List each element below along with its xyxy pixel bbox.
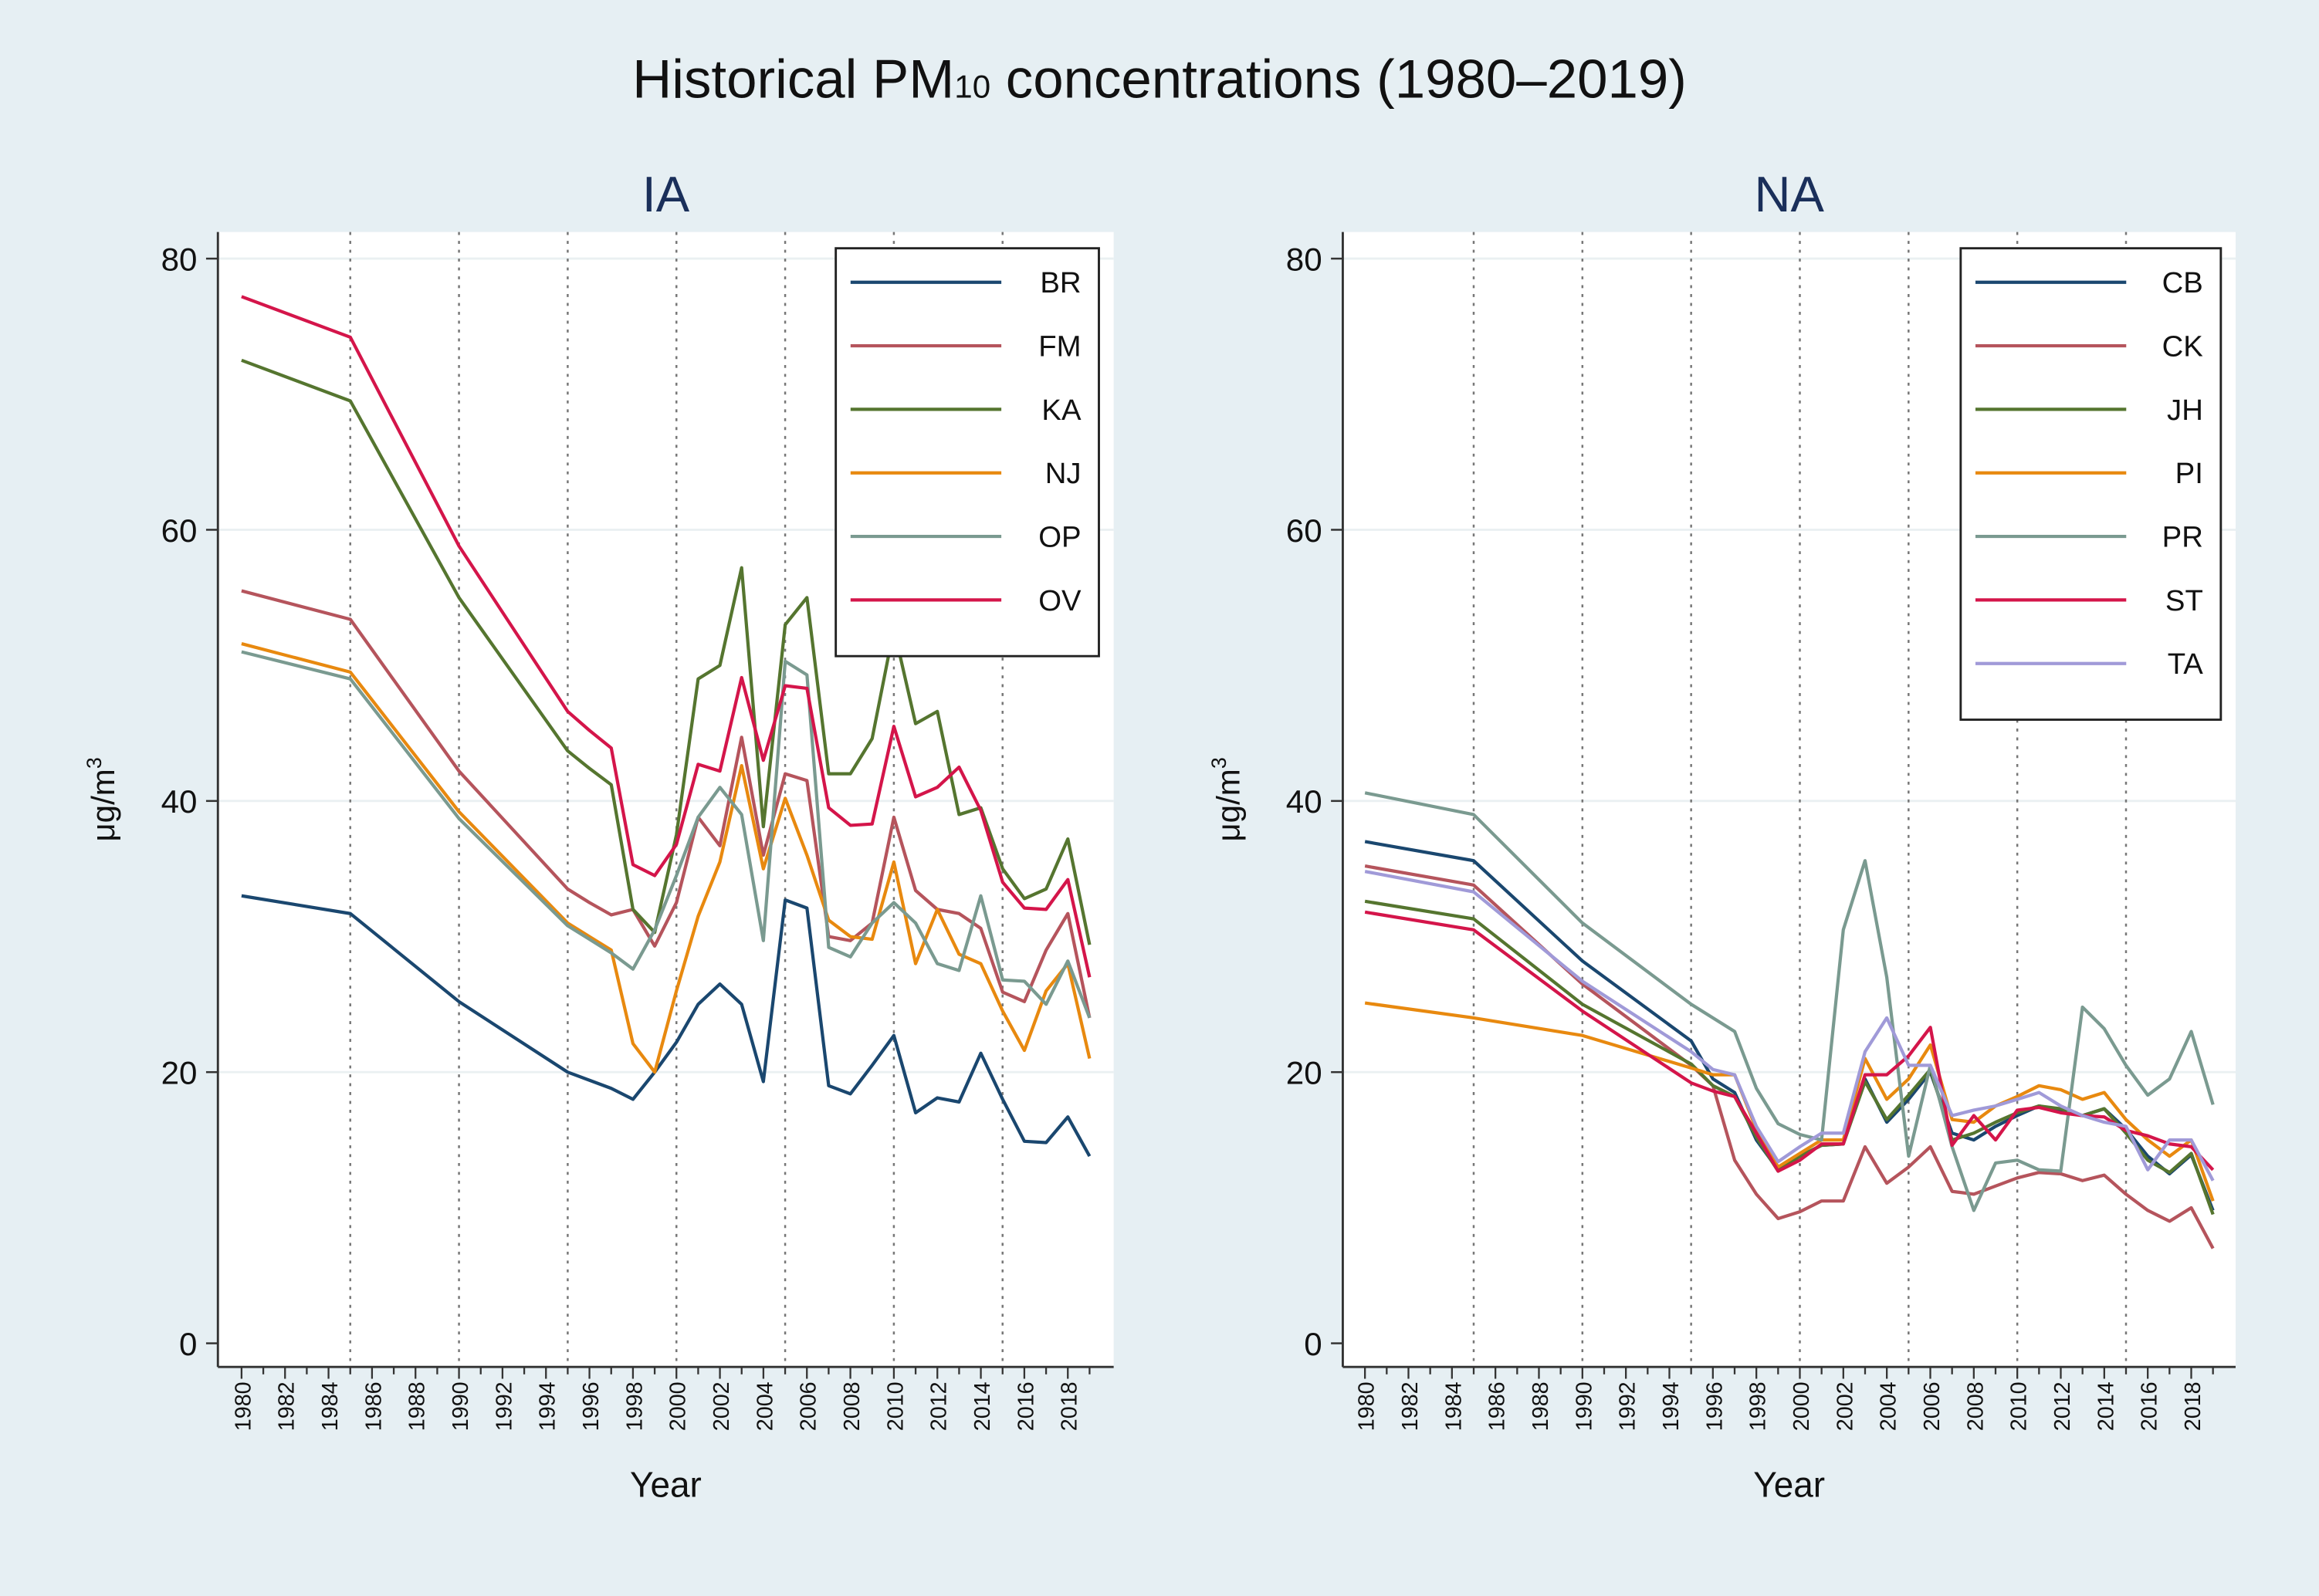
x-tick-label: 1996 [579,1381,604,1431]
legend: BR FM KA NJ OP OV [835,247,1100,658]
x-tick-label: 2004 [753,1381,777,1431]
x-tick-label: 1988 [1529,1381,1553,1431]
x-tick-label: 2012 [2050,1381,2075,1431]
x-axis-title: Year [630,1465,702,1505]
panel-title: NA [1754,166,1824,222]
y-axis-title: μg/m3 [1207,757,1246,841]
y-axis-title-unit: μg/m [85,769,121,841]
y-tick-label: 40 [1286,783,1322,820]
x-tick-label: 2016 [1014,1381,1038,1431]
y-axis-title: μg/m3 [83,757,121,841]
x-tick-label: 1992 [492,1381,516,1431]
legend-label-nj: NJ [1045,457,1082,490]
legend-label-ck: CK [2162,330,2204,363]
y-tick-label: 60 [1286,512,1322,549]
legend-label-ka: KA [1041,394,1082,427]
x-tick-label: 2010 [883,1381,908,1431]
series-line-br [241,894,1092,1158]
x-tick-label: 2006 [797,1381,821,1431]
x-tick-label: 2008 [1963,1381,1988,1431]
series-line-pr [1364,791,2215,1212]
x-tick-label: 1984 [318,1381,343,1431]
x-tick-label: 2014 [2094,1381,2118,1431]
series-line-pi [1364,1001,2215,1202]
x-tick-label: 1986 [361,1381,386,1431]
legend-label-jh: JH [2167,394,2203,427]
x-tick-label: 2016 [2138,1381,2162,1431]
series-line-nj [241,642,1092,1074]
x-axis-title: Year [1753,1465,1825,1505]
y-tick-label: 80 [1286,241,1322,277]
x-tick-label: 2000 [1789,1381,1814,1431]
x-tick-label: 2000 [666,1381,691,1431]
series-line-jh [1364,899,2215,1216]
y-tick-label: 60 [161,512,198,549]
legend-box [835,247,1100,658]
x-tick-label: 2008 [840,1381,865,1431]
x-tick-label: 1998 [1746,1381,1771,1431]
y-tick-label: 20 [1286,1055,1322,1091]
x-tick-label: 1984 [1441,1381,1466,1431]
panel-title: IA [642,166,690,222]
legend-label-st: ST [2165,584,2203,617]
legend-label-cb: CB [2162,266,2203,299]
y-tick-label: 0 [179,1326,197,1362]
y-axis-title-superscript: 3 [1207,757,1231,769]
legend-label-pr: PR [2162,520,2203,553]
series-line-ka [241,358,1092,945]
panel-ia: IA 0 20 40 60 80 1980 1982 1984 1986 1988 1990 1992 1… [83,166,1114,1505]
legend-label-pi: PI [2175,457,2203,490]
x-tick-label: 2018 [1058,1381,1082,1431]
y-tick-label: 40 [161,783,198,820]
x-tick-label: 1994 [536,1381,560,1431]
x-tick-label: 1988 [405,1381,430,1431]
x-tick-label: 1980 [1355,1381,1380,1431]
x-tick-label: 2012 [927,1381,952,1431]
legend-box [1959,247,2223,721]
legend-label-br: BR [1040,266,1081,299]
y-axis-title-superscript: 3 [83,757,106,769]
x-tick-label: 1982 [1398,1381,1423,1431]
x-tick-label: 1992 [1616,1381,1640,1431]
y-tick-label: 20 [161,1055,198,1091]
x-tick-label: 1996 [1702,1381,1727,1431]
legend-label-fm: FM [1038,330,1081,363]
x-tick-label: 1990 [1572,1381,1596,1431]
legend-label-ov: OV [1038,584,1082,617]
x-tick-label: 2004 [1877,1381,1901,1431]
legend-label-op: OP [1038,520,1081,553]
series-line-ta [1364,870,2215,1182]
x-tick-label: 2002 [709,1381,734,1431]
x-tick-label: 1990 [449,1381,473,1431]
y-tick-label: 0 [1304,1326,1322,1362]
legend-label-ta: TA [2168,648,2204,681]
x-tick-label: 2018 [2181,1381,2206,1431]
x-tick-label: 1994 [1659,1381,1684,1431]
x-tick-label: 2010 [2007,1381,2032,1431]
series-line-fm [241,589,1092,1019]
x-tick-label: 1986 [1485,1381,1510,1431]
series-line-op [241,650,1092,1019]
x-tick-label: 2002 [1833,1381,1857,1431]
x-tick-label: 1982 [275,1381,300,1431]
x-tick-label: 1998 [622,1381,647,1431]
series-line-ck [1364,864,2215,1249]
legend: CB CK JH PI PR ST TA [1959,247,2223,721]
y-tick-label: 80 [161,241,198,277]
x-tick-label: 1980 [231,1381,256,1431]
panel-na: NA 0 20 40 60 80 1980 1982 1984 1986 1988 1990 1992 1… [1207,166,2236,1505]
series-line-ov [241,295,1092,978]
x-tick-label: 2014 [970,1381,995,1431]
y-axis-title-unit: μg/m [1210,769,1246,841]
figure-title: Historical PM10 concentrations (1980–201… [632,49,1687,110]
x-tick-label: 2006 [1920,1381,1945,1431]
